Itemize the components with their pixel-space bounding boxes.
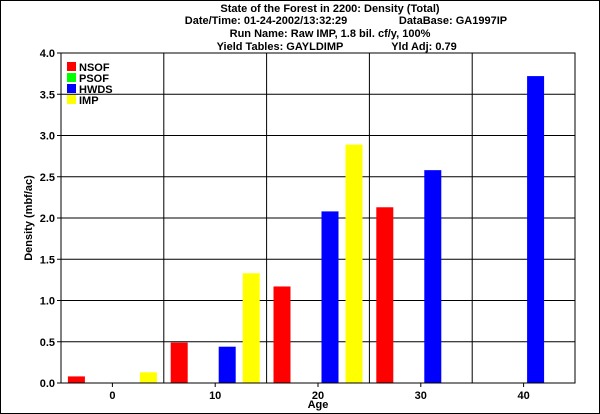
- x-tick-label: 0: [109, 390, 115, 402]
- legend-swatch-hwds: [67, 84, 76, 93]
- x-axis-title: Age: [308, 399, 329, 411]
- bar-nsof-0: [67, 376, 85, 383]
- database-label: DataBase: GA1997IP: [399, 15, 507, 27]
- bar-nsof-20: [273, 286, 291, 383]
- run-name-label: Run Name: Raw IMP, 1.8 bil. cf/y, 100%: [230, 28, 431, 40]
- y-tick-label: 3.5: [40, 89, 55, 101]
- legend-swatch-nsof: [67, 62, 76, 71]
- legend-label-imp: IMP: [79, 95, 99, 107]
- bar-hwds-30: [424, 170, 442, 383]
- bar-nsof-30: [376, 207, 394, 383]
- x-tick-labels: 0 10 20 30 40: [109, 383, 530, 402]
- yield-tables-label: Yield Tables: GAYLDIMP: [217, 41, 344, 53]
- y-tick-label: 0.5: [40, 337, 55, 349]
- bar-layer: [67, 76, 545, 383]
- bar-imp-0: [139, 372, 157, 383]
- y-tick-label: 2.0: [40, 213, 55, 225]
- bar-hwds-40: [527, 76, 545, 383]
- y-tick-label: 0.0: [40, 378, 55, 390]
- legend-label-hwds: HWDS: [79, 84, 113, 96]
- y-axis-title: Density (mbf/ac): [23, 175, 35, 261]
- legend-swatch-psof: [67, 73, 76, 82]
- y-tick-label: 3.0: [40, 131, 55, 143]
- legend-swatch-imp: [67, 95, 76, 104]
- y-tick-label: 1.5: [40, 254, 55, 266]
- x-tick-label: 30: [415, 390, 427, 402]
- legend-label-nsof: NSOF: [79, 62, 110, 74]
- bar-imp-20: [345, 144, 363, 383]
- yld-adj-label: Yld Adj: 0.79: [391, 41, 457, 53]
- y-tick-labels: 0.0 0.5 1.0 1.5 2.0 2.5 3.0 3.5 4.0: [40, 48, 61, 390]
- x-tick-label: 10: [209, 390, 221, 402]
- legend-label-psof: PSOF: [79, 73, 109, 85]
- bar-hwds-20: [321, 211, 339, 383]
- chart-title: State of the Forest in 2200: Density (To…: [220, 3, 440, 15]
- x-tick-label: 20: [312, 390, 324, 402]
- y-tick-label: 4.0: [40, 48, 55, 60]
- bar-imp-10: [242, 273, 260, 383]
- x-tick-label: 40: [517, 390, 529, 402]
- y-tick-label: 2.5: [40, 172, 55, 184]
- y-tick-label: 1.0: [40, 296, 55, 308]
- grid-layer: [61, 53, 575, 383]
- bar-hwds-10: [218, 346, 236, 383]
- datetime-label: Date/Time: 01-24-2002/13:32:29: [185, 15, 347, 27]
- bar-nsof-10: [170, 342, 188, 383]
